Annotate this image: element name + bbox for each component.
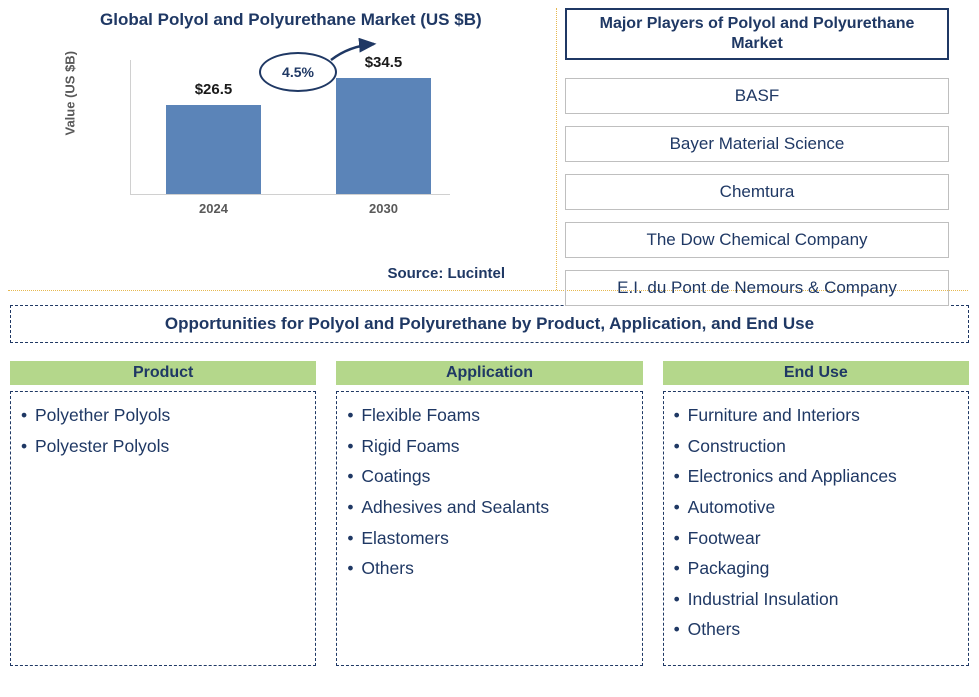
column-body: Polyether PolyolsPolyester Polyols	[10, 391, 316, 666]
list-item: Polyether Polyols	[21, 400, 307, 431]
list-item: Footwear	[674, 523, 960, 554]
player-item: Bayer Material Science	[565, 126, 949, 162]
player-item: BASF	[565, 78, 949, 114]
major-players-panel: Major Players of Polyol and Polyurethane…	[555, 0, 979, 290]
players-title: Major Players of Polyol and Polyurethane…	[565, 8, 949, 60]
chart-area: Value (US $B) $26.52024$34.520304.5%	[110, 60, 510, 235]
list-item: Flexible Foams	[347, 400, 633, 431]
opportunities-section: Opportunities for Polyol and Polyurethan…	[0, 291, 979, 666]
list-item: Packaging	[674, 553, 960, 584]
list-item: Others	[674, 614, 960, 645]
opportunity-column: Application Flexible FoamsRigid FoamsCoat…	[336, 361, 642, 666]
list-item: Automotive	[674, 492, 960, 523]
player-item: The Dow Chemical Company	[565, 222, 949, 258]
chart-bar: $26.5	[166, 105, 261, 194]
player-item: E.I. du Pont de Nemours & Company	[565, 270, 949, 306]
list-item: Others	[347, 553, 633, 584]
list-item: Adhesives and Sealants	[347, 492, 633, 523]
list-item: Industrial Insulation	[674, 584, 960, 615]
opportunities-columns: Product Polyether PolyolsPolyester Polyol…	[10, 361, 969, 666]
y-axis-label: Value (US $B)	[63, 50, 78, 135]
chart-bar: $34.5	[336, 78, 431, 194]
column-heading: Product	[10, 361, 316, 385]
bar-value-label: $26.5	[166, 81, 261, 98]
opportunity-column: Product Polyether PolyolsPolyester Polyol…	[10, 361, 316, 666]
chart-title: Global Polyol and Polyurethane Market (U…	[100, 10, 555, 30]
chart-panel: Global Polyol and Polyurethane Market (U…	[0, 0, 555, 290]
players-list: BASF Bayer Material Science Chemtura The Do…	[565, 78, 949, 306]
list-item: Construction	[674, 431, 960, 462]
x-tick-label: 2024	[166, 201, 261, 216]
list-item: Coatings	[347, 461, 633, 492]
column-body: Furniture and InteriorsConstructionElect…	[663, 391, 969, 666]
top-section: Global Polyol and Polyurethane Market (U…	[0, 0, 979, 290]
list-item: Polyester Polyols	[21, 431, 307, 462]
opportunity-column: End Use Furniture and InteriorsConstructi…	[663, 361, 969, 666]
growth-rate-ellipse: 4.5%	[259, 52, 337, 92]
x-tick-label: 2030	[336, 201, 431, 216]
bar-chart-plot: $26.52024$34.520304.5%	[130, 60, 450, 195]
column-heading: End Use	[663, 361, 969, 385]
column-body: Flexible FoamsRigid FoamsCoatingsAdhesiv…	[336, 391, 642, 666]
list-item: Elastomers	[347, 523, 633, 554]
list-item: Furniture and Interiors	[674, 400, 960, 431]
vertical-divider	[556, 8, 557, 290]
source-label: Source: Lucintel	[387, 265, 505, 282]
list-item: Electronics and Appliances	[674, 461, 960, 492]
bar-value-label: $34.5	[336, 54, 431, 71]
column-heading: Application	[336, 361, 642, 385]
opportunities-title: Opportunities for Polyol and Polyurethan…	[10, 305, 969, 343]
player-item: Chemtura	[565, 174, 949, 210]
list-item: Rigid Foams	[347, 431, 633, 462]
